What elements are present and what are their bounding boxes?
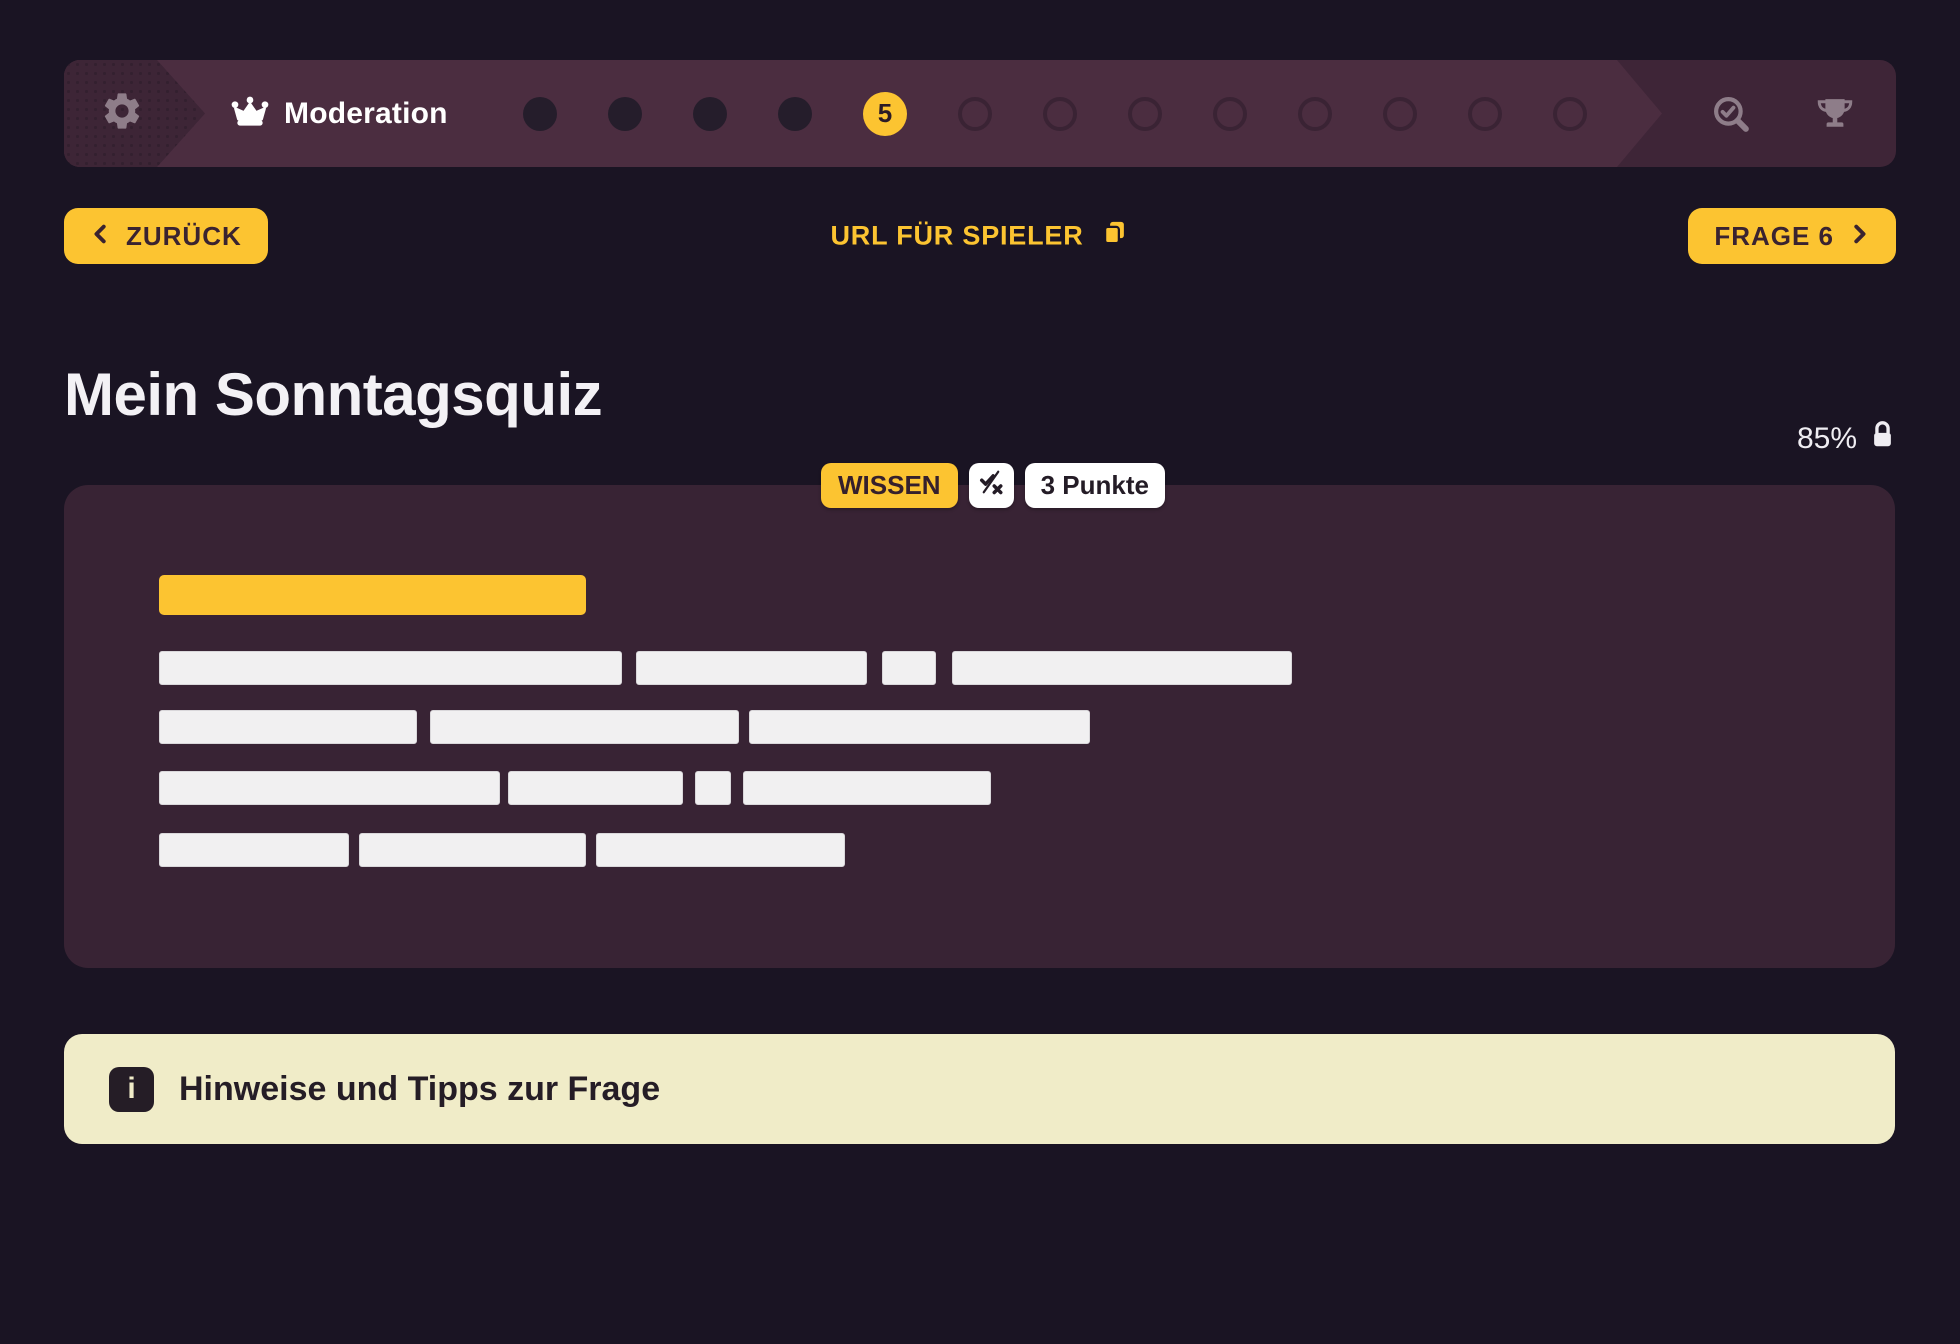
question-badges: WISSEN 3 Punkte — [821, 463, 1165, 508]
question-progress-dots: 5 — [523, 60, 1587, 167]
redacted-text-block — [159, 651, 622, 685]
chevron-left-icon — [90, 221, 112, 252]
gear-icon[interactable] — [100, 89, 144, 138]
hints-panel[interactable]: i Hinweise und Tipps zur Frage — [64, 1034, 1895, 1144]
progress-dot[interactable] — [608, 96, 642, 131]
redacted-text-block — [508, 771, 683, 805]
progress-dot[interactable] — [693, 96, 727, 131]
redacted-text-block — [359, 833, 586, 867]
question-card — [64, 485, 1895, 968]
redacted-highlight-block — [159, 575, 586, 615]
check-x-icon — [976, 467, 1006, 504]
moderation-label: Moderation — [284, 96, 448, 130]
redacted-text-block — [743, 771, 991, 805]
answer-mode-badge — [968, 463, 1014, 508]
progress-dot[interactable] — [1043, 96, 1077, 131]
progress-dot[interactable] — [778, 96, 812, 131]
redacted-text-block — [695, 771, 731, 805]
crown-icon — [230, 94, 270, 133]
progress-dot[interactable] — [1383, 96, 1417, 131]
progress-dot[interactable] — [1298, 96, 1332, 131]
trophy-icon[interactable] — [1814, 93, 1856, 135]
next-button-label: FRAGE 6 — [1714, 220, 1834, 251]
progress-dot[interactable] — [1213, 96, 1247, 131]
redacted-text-block — [749, 710, 1090, 744]
chevron-right-icon — [1848, 221, 1870, 252]
player-url-copy[interactable]: URL FÜR SPIELER — [830, 218, 1129, 255]
moderation-header: Moderation — [230, 60, 448, 167]
progress-dot-current[interactable]: 5 — [863, 91, 907, 136]
redacted-text-block — [159, 710, 417, 744]
copy-icon[interactable] — [1100, 218, 1130, 255]
progress-dot[interactable] — [523, 96, 557, 131]
moderation-toolbar: Moderation 5 — [64, 60, 1896, 167]
back-button[interactable]: ZURÜCK — [64, 208, 268, 264]
redacted-text-block — [596, 833, 845, 867]
redacted-text-block — [882, 651, 936, 685]
hints-label: Hinweise und Tipps zur Frage — [179, 1069, 661, 1108]
progress-dot[interactable] — [958, 96, 992, 131]
question-nav-row: ZURÜCK URL FÜR SPIELER FRAGE 6 — [64, 208, 1896, 264]
next-question-button[interactable]: FRAGE 6 — [1688, 208, 1896, 264]
completion-status: 85% — [1797, 420, 1895, 457]
player-url-label: URL FÜR SPIELER — [830, 220, 1084, 251]
category-badge: WISSEN — [821, 463, 958, 508]
redacted-text-block — [159, 771, 500, 805]
quiz-title: Mein Sonntagsquiz — [64, 361, 603, 428]
redacted-text-block — [159, 833, 349, 867]
lock-icon — [1870, 420, 1895, 457]
info-icon: i — [109, 1066, 154, 1112]
redacted-text-block — [952, 651, 1292, 685]
back-button-label: ZURÜCK — [126, 220, 242, 251]
progress-dot[interactable] — [1553, 96, 1587, 131]
completion-percent: 85% — [1796, 421, 1857, 455]
redacted-text-block — [430, 710, 739, 744]
progress-dot[interactable] — [1128, 96, 1162, 131]
toolbar-right-icons — [1710, 60, 1856, 167]
progress-dot[interactable] — [1468, 96, 1502, 131]
magnifier-check-icon[interactable] — [1710, 93, 1752, 135]
redacted-text-block — [636, 651, 867, 685]
points-badge: 3 Punkte — [1024, 463, 1165, 508]
